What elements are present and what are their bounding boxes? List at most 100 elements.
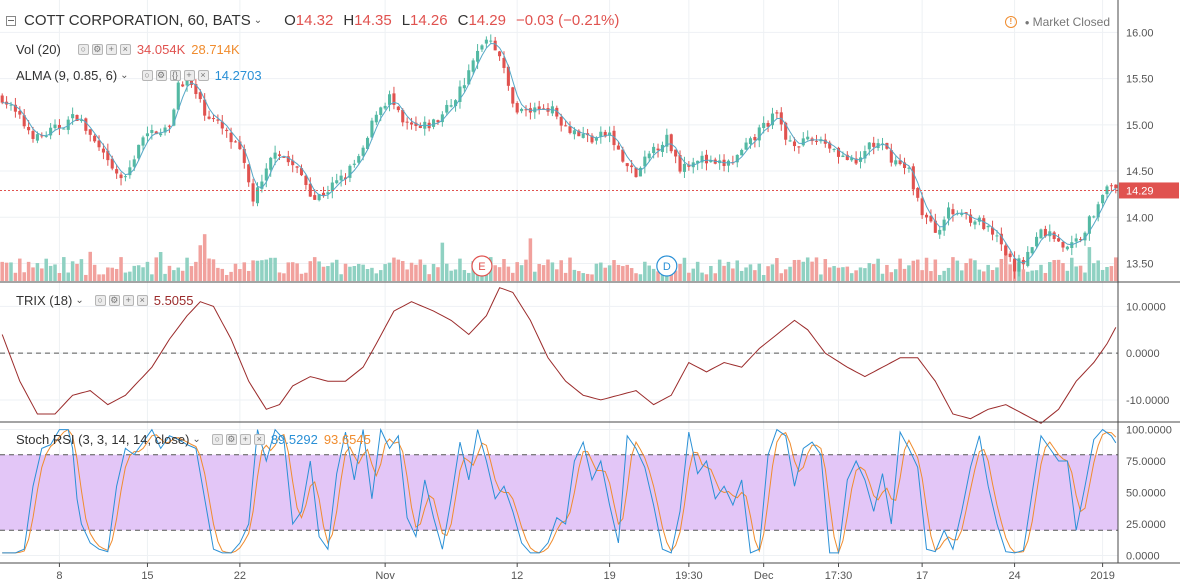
volume-bar — [775, 258, 779, 281]
plus-icon[interactable]: + — [239, 434, 251, 445]
volume-bar — [163, 273, 167, 281]
settings-icon[interactable]: ⚙ — [225, 434, 237, 445]
candle-body — [172, 109, 176, 126]
volume-bar — [951, 257, 955, 281]
volume-bar — [502, 258, 506, 281]
volume-bar — [211, 259, 216, 281]
plus-icon[interactable]: + — [105, 44, 117, 55]
volume-bar — [286, 262, 291, 281]
candle-body — [365, 137, 370, 149]
volume-bar — [97, 274, 101, 281]
chevron-down-icon[interactable]: ⌄ — [75, 295, 84, 306]
candle-body — [920, 198, 924, 216]
candle-body — [889, 150, 893, 163]
volume-bar — [123, 272, 128, 281]
y-tick-label: 15.50 — [1126, 74, 1154, 86]
volume-bar — [625, 264, 629, 281]
close-label: C — [457, 12, 469, 29]
alma-label[interactable]: ALMA (9, 0.85, 6) — [16, 68, 118, 83]
volume-bar — [132, 265, 137, 281]
change-value: −0.03 (−0.21%) — [515, 12, 620, 29]
candle-body — [1039, 229, 1043, 239]
volume-bar — [110, 267, 115, 281]
volume-bar — [26, 261, 31, 281]
candle-body — [462, 85, 466, 89]
candle-body — [806, 136, 810, 140]
volume-bar — [114, 268, 119, 281]
candle-body — [484, 39, 488, 44]
eye-icon[interactable]: ○ — [211, 434, 223, 445]
volume-bar — [88, 251, 92, 281]
stoch-k-value: 89.5292 — [270, 432, 318, 447]
plus-icon[interactable]: + — [122, 295, 134, 306]
eye-icon[interactable]: ○ — [141, 70, 153, 81]
vol-label[interactable]: Vol (20) — [16, 42, 61, 57]
volume-bar — [849, 273, 854, 281]
volume-bar — [955, 260, 960, 281]
candle-body — [357, 156, 361, 163]
candle-body — [181, 84, 185, 87]
candle-body — [555, 107, 559, 117]
candle-body — [748, 138, 753, 145]
volume-bar — [1003, 245, 1008, 281]
stoch-label[interactable]: Stoch RSI (3, 3, 14, 14, close) — [16, 432, 190, 447]
candle-body — [907, 167, 911, 169]
volume-bar — [836, 267, 841, 281]
chevron-down-icon[interactable]: ⌄ — [192, 434, 201, 445]
candle-body — [84, 118, 88, 131]
candle-body — [203, 99, 207, 116]
eye-icon[interactable]: ○ — [77, 44, 89, 55]
trix-label[interactable]: TRIX (18) — [16, 293, 73, 308]
candle-body — [277, 154, 282, 156]
candle-body — [1052, 232, 1056, 239]
candle-body — [128, 167, 132, 176]
volume-bar — [238, 269, 242, 281]
volume-bar — [612, 260, 616, 281]
volume-bar — [40, 268, 44, 281]
candle-body — [299, 168, 304, 176]
volume-bar — [13, 272, 18, 281]
close-icon[interactable]: × — [119, 44, 131, 55]
candle-body — [823, 139, 827, 144]
volume-bar — [638, 274, 643, 281]
collapse-icon[interactable] — [6, 15, 16, 26]
settings-icon[interactable]: ⚙ — [155, 70, 167, 81]
eye-icon[interactable]: ○ — [94, 295, 106, 306]
close-icon[interactable]: × — [136, 295, 148, 306]
volume-bar — [66, 272, 70, 281]
settings-icon[interactable]: ⚙ — [108, 295, 120, 306]
volume-bar — [414, 264, 418, 281]
volume-bar — [409, 262, 414, 281]
candle-body — [238, 141, 242, 150]
chevron-down-icon[interactable]: ⌄ — [120, 70, 129, 81]
volume-bar — [1056, 259, 1061, 281]
plus-icon[interactable]: + — [183, 70, 195, 81]
volume-bar — [35, 263, 40, 281]
candle-body — [57, 124, 61, 129]
settings-icon[interactable]: ⚙ — [91, 44, 103, 55]
market-status[interactable]: ! ● Market Closed — [1004, 15, 1110, 29]
candle-body — [938, 229, 942, 235]
candle-body — [150, 130, 154, 133]
volume-bar — [1070, 257, 1074, 281]
volume-bar — [533, 271, 537, 281]
volume-bar — [387, 262, 392, 281]
x-tick-label: Nov — [375, 570, 395, 582]
volume-bar — [348, 266, 352, 281]
chevron-down-icon[interactable]: ⌄ — [253, 15, 263, 26]
symbol-title[interactable]: COTT CORPORATION, 60, BATS — [24, 12, 251, 29]
trix-line — [1, 287, 1117, 424]
volume-bar — [581, 273, 585, 281]
candle-body — [929, 215, 933, 222]
volume-bar — [167, 265, 172, 281]
volume-bar — [920, 270, 924, 281]
volume-bar — [361, 264, 365, 281]
close-icon[interactable]: × — [197, 70, 209, 81]
candle-body — [79, 119, 83, 122]
braces-icon[interactable]: {} — [169, 70, 181, 81]
volume-bar — [704, 274, 709, 281]
volume-bar — [973, 260, 977, 281]
close-icon[interactable]: × — [253, 434, 265, 445]
volume-bar — [290, 262, 295, 281]
